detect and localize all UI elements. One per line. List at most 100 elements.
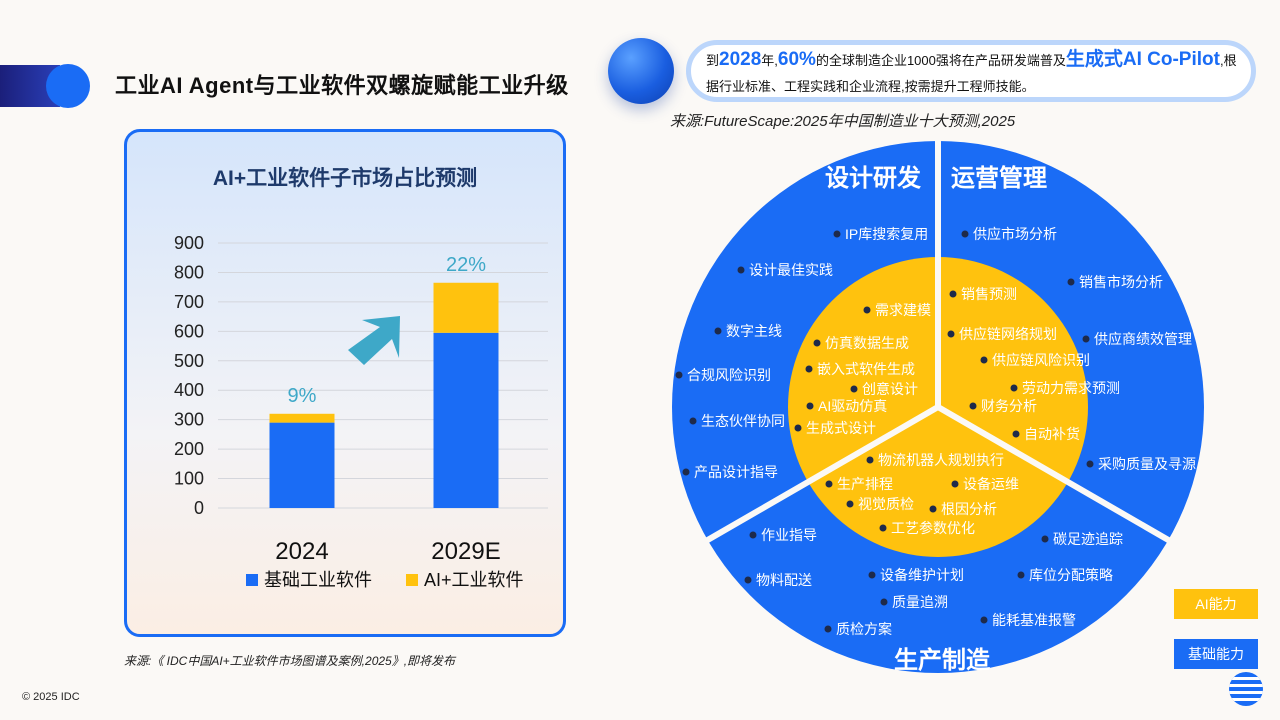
- inner-item: AI驱动仿真: [818, 398, 887, 414]
- chart-title: AI+工业软件子市场占比预测: [212, 167, 478, 190]
- inner-item: 自动补货: [1024, 426, 1080, 442]
- outer-item: 数字主线: [726, 323, 782, 339]
- bullet: [1086, 460, 1094, 468]
- data-label: 9%: [288, 385, 317, 407]
- inner-item: 供应链网络规划: [959, 326, 1057, 342]
- outer-item: 销售市场分析: [1079, 274, 1163, 290]
- inner-item: 嵌入式软件生成: [817, 361, 915, 377]
- y-tick-label: 300: [174, 410, 204, 430]
- bullet: [980, 356, 988, 364]
- outer-item: 碳足迹追踪: [1053, 531, 1123, 547]
- bullet: [833, 230, 841, 238]
- y-tick-label: 100: [174, 469, 204, 489]
- inner-item: 财务分析: [981, 398, 1037, 414]
- inner-item: 设备运维: [963, 476, 1019, 492]
- growth-arrow-icon: [348, 316, 400, 365]
- inner-item: 供应链风险识别: [992, 352, 1090, 368]
- sector-title: 运营管理: [951, 164, 1047, 192]
- bullet: [866, 456, 874, 464]
- callout-text-2: 年,: [761, 53, 778, 68]
- outer-item: 生态伙伴协同: [701, 413, 785, 429]
- idc-logo-icon: [1229, 672, 1263, 706]
- bullet: [805, 365, 813, 373]
- bullet: [744, 576, 752, 584]
- bullet: [1010, 384, 1018, 392]
- bullet: [969, 402, 977, 410]
- bullet: [825, 480, 833, 488]
- outer-item: 供应商绩效管理: [1094, 331, 1192, 347]
- outer-item: IP库搜索复用: [845, 226, 928, 242]
- callout-text-1: 到: [706, 53, 720, 68]
- bullet: [824, 625, 832, 633]
- inner-item: 仿真数据生成: [825, 335, 909, 351]
- callout-text-4: ,根据行业标准、工程实践和企业流程,按需提升工程师技能。: [706, 53, 1237, 94]
- inner-item: 生产排程: [837, 476, 893, 492]
- bullet: [951, 480, 959, 488]
- callout-percent: 60%: [777, 49, 816, 70]
- outer-item: 作业指导: [761, 527, 817, 543]
- y-tick-label: 800: [174, 262, 204, 282]
- bullet: [682, 468, 690, 476]
- inner-item: 生成式设计: [806, 420, 876, 436]
- bullet: [949, 290, 957, 298]
- callout-highlight: 生成式AI Co-Pilot: [1065, 49, 1220, 70]
- bullet: [794, 424, 802, 432]
- bullet: [737, 266, 745, 274]
- outer-item: 质量追溯: [892, 594, 948, 610]
- copyright: © 2025 IDC: [22, 691, 80, 703]
- bullet: [1017, 571, 1025, 579]
- callout-box: [686, 40, 1256, 102]
- bullet: [880, 598, 888, 606]
- bar-base: [269, 422, 335, 508]
- callout-year: 2028: [719, 49, 762, 70]
- y-tick-label: 200: [174, 439, 204, 459]
- y-tick-label: 700: [174, 292, 204, 312]
- inner-item: 需求建模: [875, 302, 931, 318]
- bullet: [961, 230, 969, 238]
- y-tick-label: 500: [174, 351, 204, 371]
- bullet: [714, 327, 722, 335]
- outer-item: 产品设计指导: [694, 464, 778, 480]
- legend-swatch: [406, 574, 418, 586]
- legend-base-capability: 基础能力: [1174, 639, 1258, 669]
- data-label: 22%: [446, 254, 486, 276]
- legend-swatch: [246, 574, 258, 586]
- bullet: [689, 417, 697, 425]
- slide-title: 工业AI Agent与工业软件双螺旋赋能工业升级: [115, 73, 569, 98]
- bar-ai: [269, 413, 335, 423]
- outer-item: 设备维护计划: [880, 567, 964, 583]
- outer-item: 质检方案: [836, 621, 892, 637]
- bullet: [1067, 278, 1075, 286]
- outer-item: 物料配送: [756, 572, 812, 588]
- bullet: [947, 330, 955, 338]
- bullet: [813, 339, 821, 347]
- chart-source: 来源:《 IDC中国AI+工业软件市场图谱及案例,2025》,即将发布: [124, 654, 456, 668]
- bullet: [863, 306, 871, 314]
- outer-item: 供应市场分析: [973, 226, 1057, 242]
- y-tick-label: 900: [174, 233, 204, 253]
- bullet: [1082, 335, 1090, 343]
- inner-item: 根因分析: [941, 501, 997, 517]
- sector-divider: [936, 404, 1172, 544]
- outer-item: 能耗基准报警: [992, 612, 1076, 628]
- inner-item: 劳动力需求预测: [1022, 380, 1120, 396]
- bar-ai: [433, 282, 499, 333]
- bullet: [846, 500, 854, 508]
- bullet: [1012, 430, 1020, 438]
- inner-item: 物流机器人规划执行: [878, 452, 1004, 468]
- bullet: [1041, 535, 1049, 543]
- x-tick-label: 2029E: [431, 538, 500, 565]
- bar-base: [433, 332, 499, 508]
- sector-divider: [704, 404, 940, 544]
- outer-item: 合规风险识别: [687, 367, 771, 383]
- legend-label: AI+工业软件: [424, 570, 524, 590]
- outer-item: 设计最佳实践: [749, 262, 833, 278]
- sector-title: 设计研发: [825, 164, 921, 192]
- bullet: [929, 505, 937, 513]
- inner-item: 销售预测: [961, 286, 1017, 302]
- y-tick-label: 400: [174, 380, 204, 400]
- legend-ai-capability: AI能力: [1174, 589, 1258, 619]
- legend-label: 基础工业软件: [264, 570, 372, 590]
